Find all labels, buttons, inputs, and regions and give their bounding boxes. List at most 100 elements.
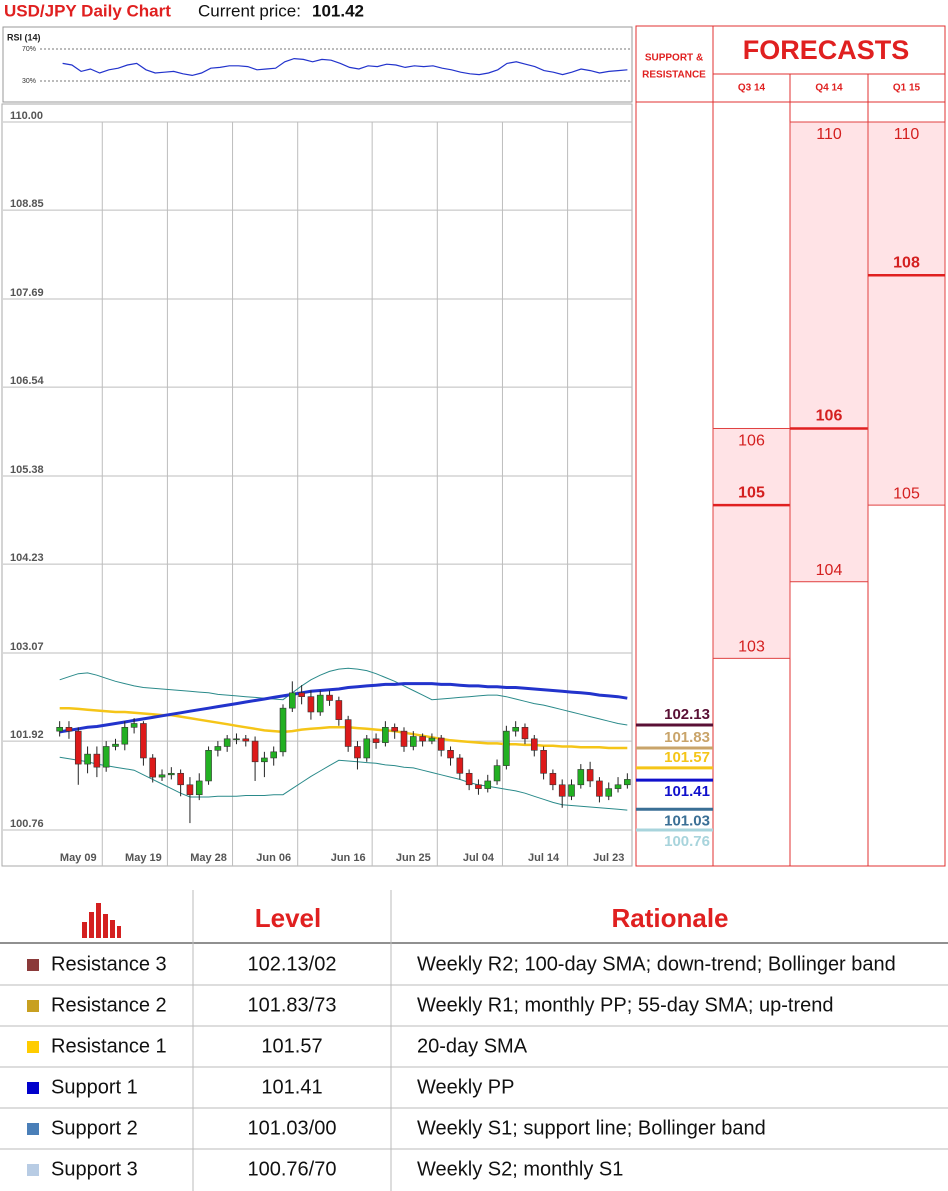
table-icon: [82, 903, 121, 938]
candle-body: [326, 694, 333, 701]
x-tick-label: Jun 06: [256, 852, 291, 864]
candle-body: [605, 788, 613, 797]
candle-body: [419, 736, 426, 742]
sr-title: RESISTANCE: [642, 70, 706, 81]
candle-body: [549, 772, 557, 786]
row-rationale: Weekly PP: [417, 1076, 514, 1098]
sr-title: SUPPORT &: [645, 53, 703, 64]
candle-body: [84, 753, 91, 765]
candle-body: [493, 765, 501, 782]
row-level: 101.03/00: [248, 1117, 337, 1139]
y-tick-label: 107.69: [10, 287, 44, 299]
candle-body: [568, 784, 575, 797]
period-label: Q3 14: [738, 83, 766, 94]
candle-body: [354, 746, 361, 759]
candle-body: [261, 757, 268, 763]
candle-body: [540, 750, 547, 774]
forecast-low: 104: [816, 562, 843, 579]
level-label: 101.83: [664, 729, 710, 746]
row-rationale: Weekly S1; support line; Bollinger band: [417, 1117, 766, 1139]
level-label: 101.57: [664, 749, 710, 766]
overlay-line: [59, 756, 628, 811]
forecast-value: 105: [738, 484, 765, 501]
period-label: Q1 15: [893, 83, 921, 94]
row-name: Support 3: [51, 1158, 138, 1180]
level-swatch: [27, 1000, 39, 1012]
candle-body: [316, 694, 324, 713]
x-tick-label: Jul 04: [463, 852, 495, 864]
level-label: 102.13: [664, 706, 710, 723]
level-label: 101.03: [664, 812, 710, 829]
row-level: 102.13/02: [248, 953, 337, 975]
overlay-line: [59, 667, 628, 726]
level-label: 100.76: [664, 833, 710, 850]
candle-body: [233, 738, 240, 741]
candle-body: [372, 738, 380, 743]
rsi-line: [62, 57, 628, 77]
candle-body: [130, 723, 138, 728]
candle-body: [363, 738, 371, 759]
candle-body: [214, 746, 222, 751]
level-swatch: [27, 1082, 39, 1094]
candle-body: [168, 772, 175, 776]
candle-body: [465, 772, 473, 786]
y-tick-label: 104.23: [10, 552, 44, 564]
candle-body: [437, 737, 445, 751]
candle-body: [447, 750, 454, 759]
candle-body: [74, 730, 82, 765]
x-tick-label: Jun 16: [331, 852, 366, 864]
y-tick-label: 106.54: [10, 375, 45, 387]
candle-body: [140, 723, 147, 759]
candle-body: [112, 743, 119, 747]
row-name: Resistance 2: [51, 994, 167, 1016]
row-rationale: 20-day SMA: [417, 1035, 528, 1057]
candle-body: [484, 780, 492, 789]
forecast-range: [712, 427, 791, 659]
x-tick-label: Jun 25: [396, 852, 431, 864]
candle-body: [93, 753, 101, 768]
candle-body: [307, 696, 315, 713]
candle-body: [121, 727, 129, 745]
level-label: 101.41: [664, 783, 710, 800]
y-tick-label: 103.07: [10, 641, 44, 653]
forecast-high: 106: [738, 433, 765, 450]
candle-body: [614, 784, 622, 789]
candle-body: [56, 727, 63, 732]
candle-body: [456, 757, 464, 774]
candle-body: [251, 740, 259, 763]
candle-body: [512, 727, 519, 732]
forecast-title: FORECASTS: [743, 35, 910, 65]
y-tick-label: 110.00: [10, 110, 43, 122]
forecast-high: 110: [816, 126, 842, 143]
row-name: Resistance 3: [51, 953, 167, 975]
x-tick-label: May 09: [60, 852, 97, 864]
candle-body: [335, 700, 343, 720]
level-swatch: [27, 959, 39, 971]
row-level: 101.41: [261, 1076, 322, 1098]
candle-body: [624, 779, 631, 786]
forecast-low: 105: [893, 485, 920, 502]
candle-body: [223, 738, 231, 747]
candle-body: [149, 757, 157, 778]
candle-body: [586, 769, 594, 782]
candle-body: [344, 719, 352, 747]
level-swatch: [27, 1164, 39, 1176]
price-label: Current price:: [198, 1, 301, 20]
candle-body: [158, 774, 166, 778]
y-tick-label: 70%: [22, 46, 36, 53]
row-level: 101.83/73: [248, 994, 337, 1016]
candle-body: [186, 784, 194, 796]
level-swatch: [27, 1123, 39, 1135]
row-name: Support 2: [51, 1117, 138, 1139]
chart-title: USD/JPY Daily Chart: [4, 1, 171, 20]
x-tick-label: Jul 14: [528, 852, 560, 864]
overlay-line: [59, 682, 628, 734]
table-header: Level: [255, 903, 322, 933]
candle-body: [102, 746, 110, 768]
forecast-range: [867, 121, 946, 506]
forecast-low: 103: [738, 639, 765, 656]
y-tick-label: 105.38: [10, 464, 44, 476]
row-rationale: Weekly S2; monthly S1: [417, 1158, 623, 1180]
candle-body: [530, 738, 538, 751]
row-level: 101.57: [261, 1035, 322, 1057]
